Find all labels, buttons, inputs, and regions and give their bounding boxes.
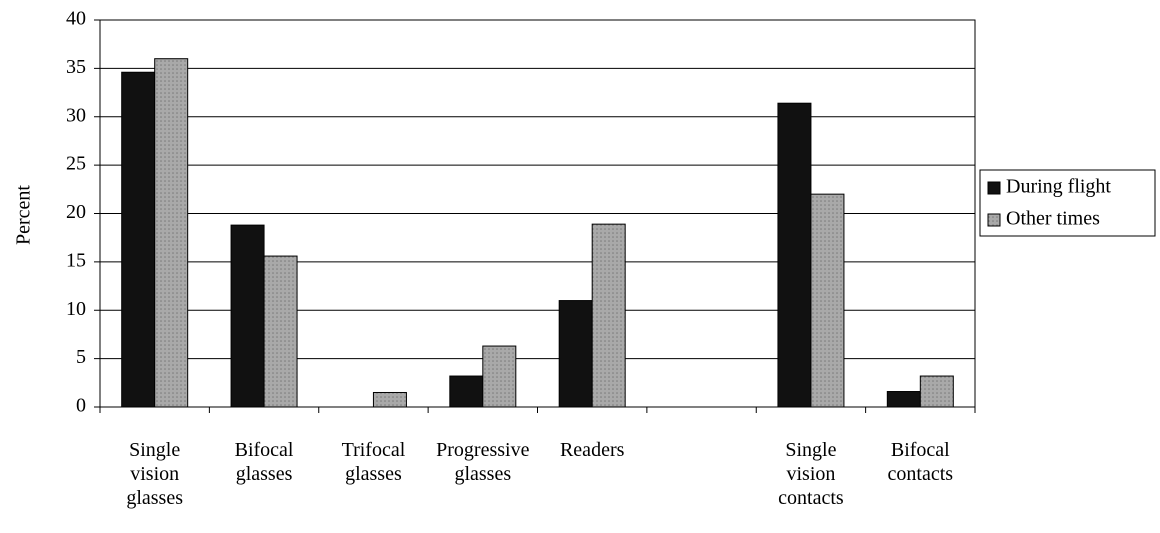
bar (372, 391, 407, 408)
y-tick-label: 15 (66, 249, 86, 271)
bar (121, 71, 156, 408)
y-tick-label: 35 (66, 56, 86, 78)
bar (591, 223, 626, 408)
legend-label: Other times (1006, 208, 1100, 230)
bar (558, 300, 593, 408)
y-tick-label: 5 (76, 346, 86, 368)
x-tick-label: Progressive glasses (436, 439, 530, 485)
y-tick-label: 20 (66, 201, 86, 223)
bar (810, 193, 845, 408)
x-tick-label: Readers (559, 439, 625, 461)
bar (886, 391, 921, 408)
legend-swatch (987, 213, 1001, 227)
x-tick-label: Bifocal contacts (887, 439, 954, 485)
y-tick-label: 10 (66, 298, 86, 320)
y-tick-label: 0 (76, 395, 86, 417)
y-axis-label: Percent (13, 185, 35, 245)
bar (154, 58, 189, 408)
bar (919, 375, 954, 408)
x-tick-label: Bifocal glasses (234, 439, 294, 485)
bar (777, 102, 812, 408)
legend-box (979, 169, 1156, 237)
bar (230, 224, 265, 408)
y-tick-label: 40 (66, 8, 86, 30)
x-tick-label: Trifocal glasses (341, 439, 406, 485)
bar (263, 255, 298, 408)
bar (482, 345, 517, 408)
x-tick-label: Single vision glasses (126, 439, 184, 509)
y-tick-label: 30 (66, 104, 86, 126)
legend-swatch (987, 181, 1001, 195)
x-tick-label: Single vision contacts (778, 439, 844, 509)
y-tick-label: 25 (66, 153, 86, 175)
legend-label: During flight (1006, 176, 1111, 198)
bar (449, 375, 484, 408)
